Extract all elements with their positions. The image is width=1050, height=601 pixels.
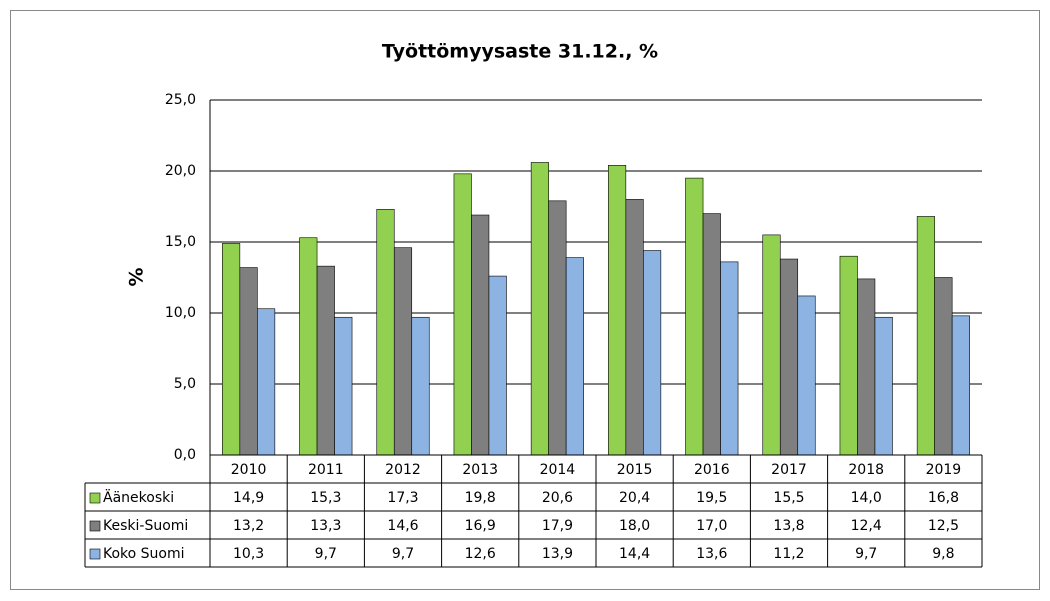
legend-swatch bbox=[89, 548, 101, 560]
bar bbox=[685, 177, 704, 456]
table-cell: 11,2 bbox=[773, 546, 804, 562]
x-tick-label: 2015 bbox=[617, 462, 653, 478]
bar bbox=[839, 255, 858, 456]
table-cell: 14,4 bbox=[619, 546, 650, 562]
bar bbox=[565, 257, 584, 456]
table-cell: 17,0 bbox=[696, 518, 727, 534]
table-cell: 19,5 bbox=[696, 490, 727, 506]
y-tick-label: 0,0 bbox=[174, 447, 196, 463]
table-cell: 12,5 bbox=[928, 518, 959, 534]
table-cell: 18,0 bbox=[619, 518, 650, 534]
table-cell: 13,8 bbox=[773, 518, 804, 534]
x-tick-label: 2019 bbox=[926, 462, 962, 478]
bar bbox=[916, 216, 935, 456]
table-cell: 13,3 bbox=[310, 518, 341, 534]
legend-swatch bbox=[89, 492, 101, 504]
table-cell: 15,3 bbox=[310, 490, 341, 506]
table-cell: 17,3 bbox=[387, 490, 418, 506]
bar bbox=[643, 250, 662, 456]
bar bbox=[874, 316, 893, 456]
table-cell: 14,9 bbox=[233, 490, 264, 506]
table-cell: 9,7 bbox=[392, 546, 414, 562]
x-tick-label: 2010 bbox=[231, 462, 267, 478]
bar bbox=[951, 315, 970, 456]
x-tick-label: 2018 bbox=[848, 462, 884, 478]
bar bbox=[257, 308, 276, 456]
table-cell: 12,4 bbox=[851, 518, 882, 534]
legend-label: Koko Suomi bbox=[103, 546, 185, 562]
x-tick-label: 2017 bbox=[771, 462, 807, 478]
bar bbox=[548, 200, 567, 456]
bar bbox=[239, 267, 258, 456]
bar bbox=[334, 316, 353, 456]
y-tick-label: 10,0 bbox=[165, 305, 196, 321]
legend-swatch bbox=[89, 520, 101, 532]
table-cell: 20,4 bbox=[619, 490, 650, 506]
y-tick-label: 15,0 bbox=[165, 234, 196, 250]
bar bbox=[453, 173, 472, 456]
y-tick-label: 5,0 bbox=[174, 376, 196, 392]
bar bbox=[222, 243, 241, 456]
x-tick-label: 2012 bbox=[385, 462, 421, 478]
bar bbox=[488, 275, 507, 456]
bar bbox=[934, 277, 953, 456]
table-cell: 9,7 bbox=[315, 546, 337, 562]
bar bbox=[779, 258, 799, 456]
bar bbox=[797, 295, 816, 456]
table-cell: 9,7 bbox=[855, 546, 877, 562]
table-cell: 12,6 bbox=[465, 546, 496, 562]
x-tick-label: 2014 bbox=[540, 462, 576, 478]
x-tick-label: 2013 bbox=[462, 462, 498, 478]
bar bbox=[530, 162, 549, 456]
table-cell: 10,3 bbox=[233, 546, 264, 562]
table-cell: 20,6 bbox=[542, 490, 573, 506]
bar bbox=[625, 199, 644, 456]
chart-title: Työttömyysaste 31.12., % bbox=[382, 41, 658, 63]
legend-label: Keski-Suomi bbox=[103, 518, 188, 534]
bar bbox=[608, 165, 627, 456]
bar bbox=[762, 234, 781, 456]
table-cell: 15,5 bbox=[773, 490, 804, 506]
bar bbox=[720, 261, 739, 456]
y-tick-label: 20,0 bbox=[165, 163, 196, 179]
y-axis-title: % bbox=[126, 267, 148, 286]
table-cell: 16,8 bbox=[928, 490, 959, 506]
bar bbox=[299, 237, 318, 456]
legend-label: Äänekoski bbox=[103, 488, 174, 506]
bar bbox=[857, 278, 876, 456]
bar bbox=[376, 209, 395, 456]
table-cell: 13,2 bbox=[233, 518, 264, 534]
table-cell: 16,9 bbox=[465, 518, 496, 534]
table-cell: 13,9 bbox=[542, 546, 573, 562]
y-tick-label: 25,0 bbox=[165, 92, 196, 108]
table-cell: 9,8 bbox=[932, 546, 954, 562]
bar bbox=[316, 265, 335, 456]
table-cell: 17,9 bbox=[542, 518, 573, 534]
bar bbox=[702, 213, 721, 456]
x-tick-label: 2011 bbox=[308, 462, 344, 478]
table-cell: 13,6 bbox=[696, 546, 727, 562]
x-tick-label: 2016 bbox=[694, 462, 730, 478]
bar bbox=[471, 214, 490, 456]
table-cell: 19,8 bbox=[465, 490, 496, 506]
bar bbox=[393, 247, 413, 456]
table-cell: 14,0 bbox=[851, 490, 882, 506]
bar bbox=[411, 316, 430, 456]
table-cell: 14,6 bbox=[387, 518, 418, 534]
